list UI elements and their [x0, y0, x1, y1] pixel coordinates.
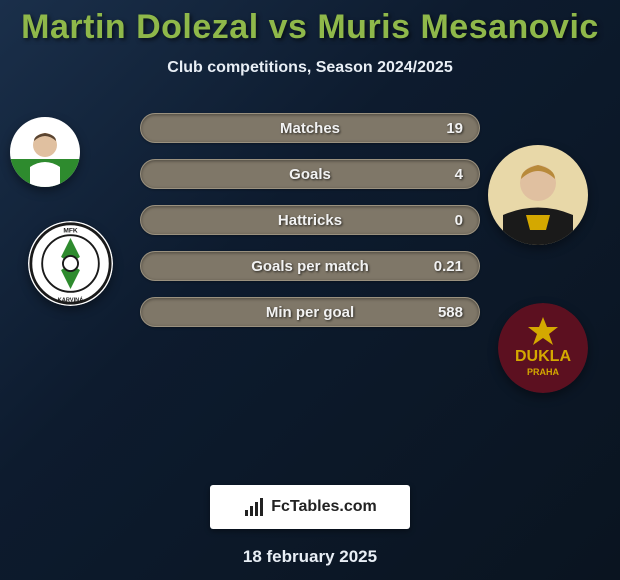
- subtitle: Club competitions, Season 2024/2025: [0, 59, 620, 77]
- stat-label: Goals: [289, 166, 331, 183]
- stat-label: Matches: [280, 120, 340, 137]
- stat-bars: Matches 19 Goals 4 Hattricks 0 Goals per…: [140, 113, 480, 343]
- page-title: Martin Dolezal vs Muris Mesanovic: [0, 8, 620, 47]
- player2-club-logo: DUKLA PRAHA: [498, 303, 588, 393]
- player1-photo: [10, 117, 80, 187]
- comparison-area: MFK KARVINÁ DUKLA PRAHA: [0, 113, 620, 413]
- stat-row-matches: Matches 19: [140, 113, 480, 143]
- stat-label: Hattricks: [278, 212, 342, 229]
- stat-label: Goals per match: [251, 258, 369, 275]
- svg-text:PRAHA: PRAHA: [527, 367, 560, 377]
- svg-text:MFK: MFK: [63, 227, 78, 234]
- player2-photo: [488, 145, 588, 245]
- fctables-logo-icon: [243, 496, 265, 518]
- stat-label: Min per goal: [266, 304, 354, 321]
- date-text: 18 february 2025: [0, 547, 620, 567]
- stat-row-hattricks: Hattricks 0: [140, 205, 480, 235]
- stat-value-right: 588: [438, 304, 463, 321]
- stat-row-min-per-goal: Min per goal 588: [140, 297, 480, 327]
- brand-box: FcTables.com: [210, 485, 410, 529]
- svg-text:KARVINÁ: KARVINÁ: [58, 296, 84, 303]
- stat-value-right: 4: [455, 166, 463, 183]
- svg-text:DUKLA: DUKLA: [515, 348, 571, 365]
- stat-value-right: 19: [446, 120, 463, 137]
- stat-row-goals: Goals 4: [140, 159, 480, 189]
- stat-value-right: 0: [455, 212, 463, 229]
- player1-club-logo: MFK KARVINÁ: [28, 221, 113, 306]
- stat-row-goals-per-match: Goals per match 0.21: [140, 251, 480, 281]
- brand-site-text: FcTables.com: [271, 498, 377, 516]
- stat-value-right: 0.21: [434, 258, 463, 275]
